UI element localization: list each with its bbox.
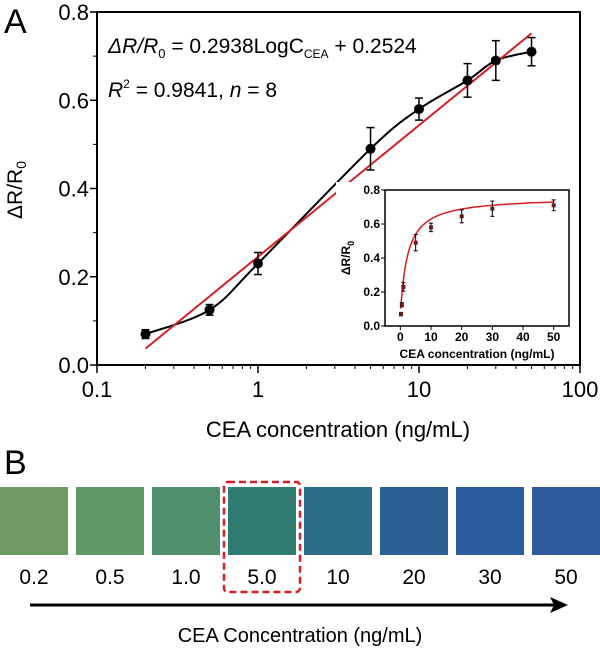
inset-data-marker: [490, 206, 495, 211]
data-marker: [462, 75, 473, 86]
inset-y-axis-label: ΔR/R0: [339, 241, 356, 275]
swatch-square: [152, 487, 220, 555]
inset-data-point: [551, 199, 556, 212]
x-tick-label: 10: [407, 377, 431, 402]
inset-data-point: [399, 302, 404, 308]
inset-x-tick-label: 0: [397, 330, 404, 344]
inset-x-axis-label: CEA concentration (ng/mL): [400, 347, 555, 361]
swatch-square: [76, 487, 144, 555]
inset-data-marker: [399, 302, 404, 307]
inset-x-tick-label: 30: [486, 330, 500, 344]
y-tick-label: 0.2: [58, 265, 89, 290]
color-swatch: 20: [380, 487, 448, 589]
color-swatch: 5.0: [228, 487, 296, 589]
swatch-label: 30: [478, 566, 501, 589]
inset-y-tick-label: 0.6: [363, 217, 380, 231]
inset-data-point: [401, 282, 406, 292]
color-swatch-row: 0.2 0.5 1.0 5.0 10 20 30 50: [0, 480, 600, 594]
inset-data-marker: [401, 284, 406, 289]
y-tick-label: 0.0: [58, 353, 89, 378]
inset-chart: 0 10 20 30 40 50 0.0 0.2 0.4 0.6 0.8 CEA concentra…: [336, 182, 574, 362]
data-point: [490, 39, 501, 82]
data-point: [526, 36, 537, 67]
smoothed-data-curve: [145, 50, 532, 336]
main-x-axis-label: CEA concentration (ng/mL): [206, 417, 470, 442]
inset-y-tick-label: 0.4: [363, 251, 380, 265]
swatch-square: [0, 487, 68, 555]
inset-fit-curve: [400, 201, 554, 309]
swatch-label: 0.2: [19, 566, 48, 589]
inset-data-marker: [398, 312, 403, 317]
data-point: [253, 251, 263, 276]
data-point: [140, 328, 151, 340]
inset-x-tick-label: 50: [547, 330, 561, 344]
x-tick-label: 0.1: [82, 377, 113, 402]
panel-a-label: A: [4, 3, 27, 41]
main-y-axis-label: ΔR/R0: [4, 161, 29, 219]
inset-data-point: [429, 222, 433, 233]
inset-data-point: [490, 200, 495, 217]
swatch-label: 10: [326, 566, 349, 589]
data-marker: [414, 104, 424, 115]
y-tick-label: 0.8: [58, 0, 89, 25]
inset-data-marker: [459, 214, 464, 219]
inset-data-point: [413, 234, 418, 252]
color-swatch: 50: [532, 487, 600, 589]
data-point: [414, 97, 424, 121]
swatch-axis-label: CEA Concentration (ng/mL): [178, 625, 423, 647]
swatch-square: [532, 487, 600, 555]
inset-y-tick-label: 0.8: [363, 183, 380, 197]
swatch-label: 1.0: [171, 566, 200, 589]
swatch-label: 20: [402, 566, 425, 589]
concentration-arrow: [30, 597, 568, 613]
swatch-square: [228, 487, 296, 555]
data-marker: [365, 143, 376, 154]
swatch-square: [304, 487, 372, 555]
swatch-label: 50: [554, 566, 577, 589]
inset-x-tick-label: 10: [424, 330, 438, 344]
data-marker: [140, 329, 151, 340]
inset-y-tick-label: 0.0: [363, 319, 380, 333]
fit-equation: ΔR/R0 = 0.2938LogCCEA + 0.2524: [107, 35, 417, 61]
color-swatch: 10: [304, 487, 372, 589]
y-tick-label: 0.4: [58, 177, 89, 202]
data-marker: [204, 304, 215, 315]
y-tick-label: 0.6: [58, 88, 89, 113]
data-point: [204, 303, 215, 316]
color-swatch: 0.5: [76, 487, 144, 589]
inset-data-marker: [413, 240, 418, 245]
swatch-label: 5.0: [247, 566, 276, 589]
inset-data-marker: [551, 203, 556, 208]
data-point: [462, 62, 473, 98]
color-swatch: 30: [456, 487, 524, 589]
fit-stats: R2 = 0.9841, n = 8: [108, 77, 277, 102]
inset-data-marker: [429, 225, 433, 230]
color-swatch: 0.2: [0, 487, 68, 589]
color-swatch: 1.0: [152, 487, 220, 589]
inset-y-tick-label: 0.2: [363, 285, 380, 299]
highlight-box: [222, 480, 302, 594]
swatch-square: [380, 487, 448, 555]
data-marker: [490, 55, 501, 66]
inset-x-tick-label: 40: [516, 330, 530, 344]
x-tick-label: 1: [252, 377, 264, 402]
swatch-square: [456, 487, 524, 555]
x-tick-label: 100: [562, 377, 599, 402]
inset-data-point: [459, 209, 464, 224]
data-marker: [253, 258, 263, 269]
swatch-label: 0.5: [95, 566, 124, 589]
data-point: [365, 126, 376, 171]
data-marker: [526, 46, 537, 57]
inset-data-point: [398, 311, 403, 317]
inset-plot-frame: [384, 189, 570, 327]
panel-b-label: B: [4, 444, 27, 482]
inset-x-tick-label: 20: [455, 330, 469, 344]
